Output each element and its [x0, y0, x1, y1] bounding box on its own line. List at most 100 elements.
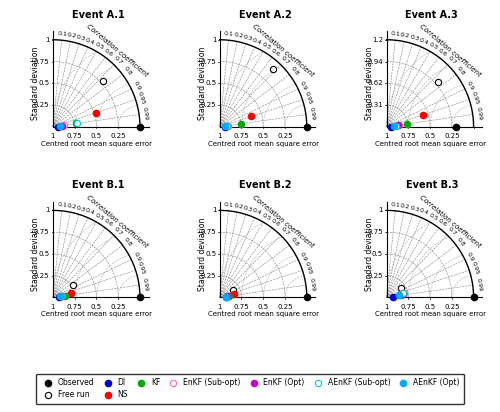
Text: 0.99: 0.99: [142, 277, 148, 292]
Text: 0.7: 0.7: [280, 55, 290, 66]
Text: 0.75: 0.75: [400, 133, 416, 139]
Text: 0.75: 0.75: [234, 133, 250, 139]
Text: 0.25: 0.25: [34, 273, 50, 279]
Text: 0.95: 0.95: [304, 90, 312, 105]
Text: 0.25: 0.25: [444, 304, 460, 309]
Text: 0.1: 0.1: [224, 202, 234, 208]
Text: 1: 1: [50, 133, 55, 139]
Text: 0.99: 0.99: [308, 106, 316, 121]
Text: 0.25: 0.25: [200, 102, 216, 108]
Text: 0.95: 0.95: [137, 90, 146, 105]
Text: 0.5: 0.5: [258, 304, 269, 309]
Text: 0.5: 0.5: [91, 133, 102, 139]
Text: 0.9: 0.9: [466, 81, 475, 92]
Text: 0.25: 0.25: [34, 102, 50, 108]
Text: 0.5: 0.5: [38, 80, 50, 86]
Text: 0.5: 0.5: [428, 42, 438, 51]
Text: 0.4: 0.4: [418, 208, 430, 216]
Text: 0.9: 0.9: [132, 251, 141, 262]
Text: 0.75: 0.75: [400, 304, 416, 309]
Title: Event A.1: Event A.1: [72, 10, 124, 20]
Text: 0.7: 0.7: [113, 55, 124, 66]
Text: 0.2: 0.2: [66, 203, 77, 210]
Text: 0.5: 0.5: [428, 212, 438, 221]
Text: 0.3: 0.3: [76, 205, 86, 213]
Text: Standard deviation: Standard deviation: [198, 47, 207, 120]
Text: 1: 1: [45, 207, 50, 213]
Text: 1: 1: [218, 304, 222, 309]
Text: 0.8: 0.8: [290, 66, 299, 76]
Text: 0.8: 0.8: [456, 66, 466, 76]
Text: 1: 1: [384, 133, 389, 139]
Text: Centred root mean square error: Centred root mean square error: [374, 141, 486, 147]
Text: 0.8: 0.8: [122, 236, 132, 247]
Text: 0.31: 0.31: [368, 102, 383, 108]
Text: 1: 1: [378, 207, 383, 213]
Text: 0.75: 0.75: [67, 133, 82, 139]
Text: 0.5: 0.5: [424, 304, 436, 309]
Title: Event B.1: Event B.1: [72, 180, 124, 190]
Text: 0.6: 0.6: [104, 47, 114, 57]
Text: 0.99: 0.99: [142, 106, 148, 121]
Text: 0.1: 0.1: [57, 31, 68, 37]
Text: 0.8: 0.8: [122, 66, 132, 76]
Text: Standard deviation: Standard deviation: [364, 217, 374, 290]
Text: 0.5: 0.5: [261, 42, 272, 51]
Text: 0.7: 0.7: [113, 226, 124, 236]
Text: 0.8: 0.8: [456, 236, 466, 247]
Text: 0.95: 0.95: [470, 90, 480, 105]
Text: 0.5: 0.5: [372, 251, 383, 257]
Text: 0.8: 0.8: [290, 236, 299, 247]
Text: 0.5: 0.5: [94, 42, 105, 51]
Text: 0.3: 0.3: [409, 205, 420, 213]
Text: Standard deviation: Standard deviation: [31, 217, 40, 290]
Text: 0.25: 0.25: [278, 304, 293, 309]
Text: 0.75: 0.75: [368, 229, 383, 235]
Text: 0.6: 0.6: [437, 218, 448, 228]
Text: 0.5: 0.5: [38, 251, 50, 257]
Text: 0.5: 0.5: [94, 212, 105, 221]
Text: 0.99: 0.99: [476, 106, 482, 121]
Text: Correlation coefficient: Correlation coefficient: [418, 23, 482, 78]
Text: 0.2: 0.2: [66, 32, 77, 39]
Text: 0.75: 0.75: [34, 59, 50, 65]
Text: 0.2: 0.2: [233, 32, 243, 39]
Text: 0.25: 0.25: [368, 273, 383, 279]
Text: 1: 1: [212, 207, 216, 213]
Text: 0.6: 0.6: [270, 47, 281, 57]
Text: 0.75: 0.75: [200, 59, 216, 65]
Title: Event B.2: Event B.2: [239, 180, 291, 190]
Text: 0.75: 0.75: [234, 304, 250, 309]
Text: 0.6: 0.6: [104, 218, 114, 228]
Text: 0.9: 0.9: [132, 81, 141, 92]
Text: 0.9: 0.9: [299, 81, 308, 92]
Text: 0.3: 0.3: [76, 34, 86, 42]
Text: 0.3: 0.3: [242, 205, 253, 213]
Text: 0.6: 0.6: [270, 218, 281, 228]
Text: 0.95: 0.95: [470, 261, 480, 276]
Text: 0.1: 0.1: [391, 31, 401, 37]
Text: 0.1: 0.1: [57, 202, 68, 208]
Text: Centred root mean square error: Centred root mean square error: [208, 311, 319, 317]
Text: Centred root mean square error: Centred root mean square error: [208, 141, 319, 147]
Text: 0.75: 0.75: [34, 229, 50, 235]
Text: 0.25: 0.25: [110, 304, 126, 309]
Text: 0.4: 0.4: [84, 37, 96, 46]
Legend: Observed, Free run, DI, NS, KF, EnKF (Sub-opt), EnKF (Opt), AEnKF (Sub-opt), AEn: Observed, Free run, DI, NS, KF, EnKF (Su…: [36, 374, 464, 404]
Text: Correlation coefficient: Correlation coefficient: [85, 194, 148, 249]
Text: 1: 1: [50, 304, 55, 309]
Text: Correlation coefficient: Correlation coefficient: [418, 194, 482, 249]
Text: 0.4: 0.4: [84, 208, 96, 216]
Title: Event A.2: Event A.2: [238, 10, 292, 20]
Text: 0.6: 0.6: [437, 47, 448, 57]
Text: 0.75: 0.75: [200, 229, 216, 235]
Text: 0.3: 0.3: [409, 34, 420, 42]
Text: 1: 1: [218, 133, 222, 139]
Text: 0.75: 0.75: [67, 304, 82, 309]
Text: 0.2: 0.2: [400, 203, 410, 210]
Text: 0.5: 0.5: [205, 251, 216, 257]
Text: 0.3: 0.3: [242, 34, 253, 42]
Text: 0.1: 0.1: [391, 202, 401, 208]
Text: 0.4: 0.4: [252, 208, 262, 216]
Text: 0.4: 0.4: [252, 37, 262, 46]
